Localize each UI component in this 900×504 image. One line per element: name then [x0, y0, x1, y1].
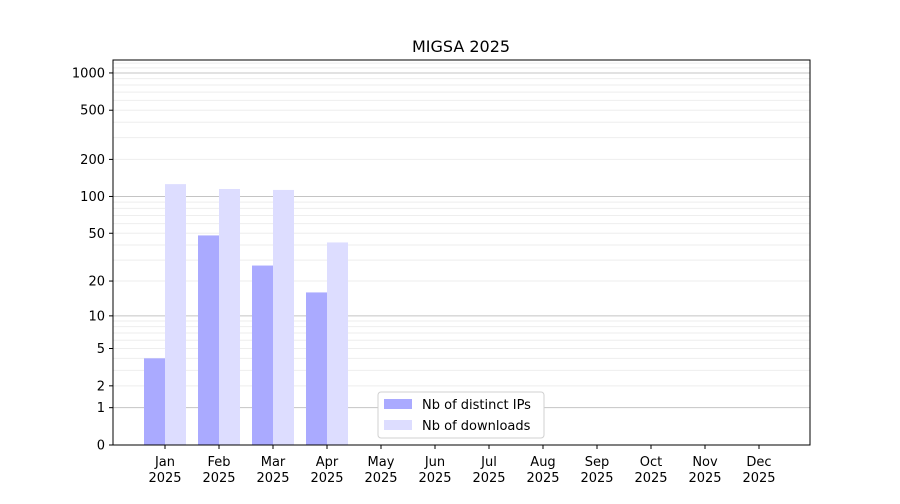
- bar-distinct-ips: [306, 292, 327, 445]
- x-tick-label: Mar 2025: [256, 455, 289, 486]
- bar-downloads: [165, 184, 186, 445]
- x-tick-label: Jul 2025: [472, 455, 505, 486]
- x-tick-label: Nov 2025: [688, 455, 721, 486]
- bar-distinct-ips: [144, 358, 165, 445]
- legend: Nb of distinct IPs Nb of downloads: [377, 391, 545, 439]
- y-tick-label: 10: [88, 309, 105, 324]
- y-tick-label: 1: [97, 401, 105, 416]
- y-tick-label: 0: [97, 439, 105, 454]
- chart-title: MIGSA 2025: [412, 37, 510, 56]
- bar-downloads: [273, 189, 294, 445]
- y-tick-label: 100: [80, 190, 105, 205]
- legend-label: Nb of downloads: [422, 419, 531, 434]
- x-tick-label: Jan 2025: [148, 455, 181, 486]
- x-tick-label: Feb 2025: [202, 455, 235, 486]
- y-tick-label: 20: [88, 275, 105, 290]
- y-tick-label: 50: [88, 227, 105, 242]
- legend-swatch: [384, 399, 412, 409]
- bar-downloads: [327, 242, 348, 445]
- x-tick-label: Aug 2025: [526, 455, 559, 486]
- x-tick-label: Oct 2025: [634, 455, 667, 486]
- y-tick-label: 1000: [72, 66, 105, 81]
- x-tick-label: Dec 2025: [742, 455, 775, 486]
- legend-swatch: [384, 420, 412, 430]
- bar-distinct-ips: [198, 235, 219, 445]
- y-tick-label: 5: [97, 342, 105, 357]
- y-axis: 0 1 2 5 10 20 50 100 200 500 1000: [72, 66, 113, 454]
- y-tick-label: 200: [80, 153, 105, 168]
- plot-frame: [112, 59, 811, 446]
- x-tick-label: Jun 2025: [418, 455, 451, 486]
- y-tick-label: 500: [80, 104, 105, 119]
- x-tick-label: Sep 2025: [580, 455, 613, 486]
- x-tick-label: Apr 2025: [310, 455, 343, 486]
- x-tick-label: May 2025: [364, 455, 397, 486]
- legend-label: Nb of distinct IPs: [422, 398, 531, 413]
- bar-downloads: [219, 189, 240, 445]
- x-axis: Jan 2025 Feb 2025 Mar 2025 Apr 2025 May 2025 Jun 20…: [148, 445, 776, 486]
- bars: [144, 184, 348, 445]
- bar-distinct-ips: [252, 265, 273, 445]
- y-tick-label: 2: [97, 379, 105, 394]
- legend-box: [377, 391, 545, 439]
